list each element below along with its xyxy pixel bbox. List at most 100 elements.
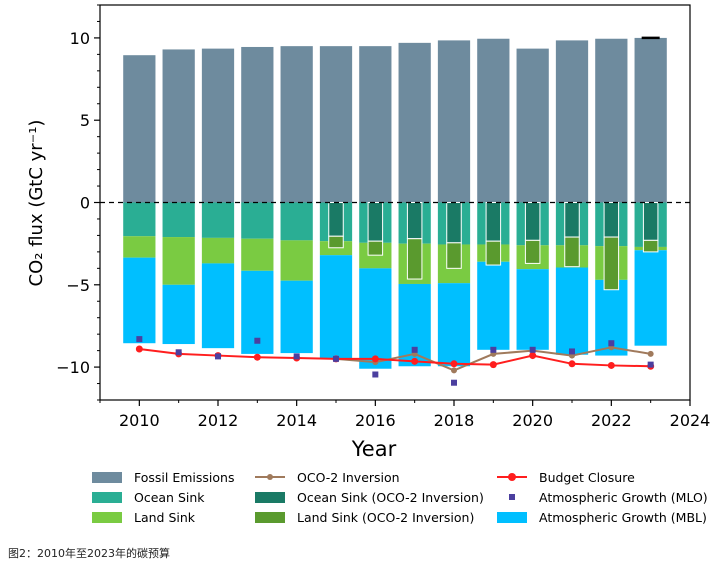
bar-fossil-2017: [398, 42, 431, 203]
point-budget-2020: [529, 352, 537, 360]
bar-mbl-2014: [280, 280, 313, 354]
bar-fossil-2023: [634, 37, 667, 203]
legend-swatch-ocean: [92, 491, 122, 503]
bar-ocean-oco2-2017: [406, 202, 423, 240]
point-mlo-2014: [293, 353, 300, 360]
legend-swatch-land: [92, 511, 122, 523]
legend-label: Land Sink (OCO-2 Inversion): [297, 509, 475, 525]
point-budget-2013: [253, 353, 261, 361]
x-tick-label: 2016: [355, 411, 396, 430]
bar-ocean-oco2-2023: [642, 202, 659, 241]
bar-fossil-2015: [319, 46, 353, 203]
point-budget-2021: [568, 360, 576, 368]
point-mlo-2011: [175, 349, 182, 356]
point-mlo-2019: [490, 346, 497, 353]
point-budget-2019: [489, 361, 497, 369]
bar-land-2010: [123, 236, 156, 258]
legend-label: OCO-2 Inversion: [297, 469, 400, 485]
point-budget-2022: [607, 361, 615, 369]
bar-land-oco2-2023: [642, 239, 659, 253]
bar-ocean-oco2-2020: [524, 202, 541, 241]
point-mlo-2017: [411, 346, 418, 353]
bar-mbl-2012: [201, 263, 235, 349]
bar-mbl-2018: [437, 283, 471, 367]
bar-ocean-oco2-2016: [367, 202, 384, 242]
point-budget-2017: [411, 357, 419, 365]
bar-mbl-2016: [359, 268, 392, 369]
point-budget-2016: [371, 355, 379, 363]
bar-ocean-2010: [123, 202, 156, 237]
point-mlo-2016: [372, 371, 379, 378]
figure-caption: 图2：2010年至2023年的碳预算: [8, 547, 170, 560]
y-tick-label: −5: [66, 276, 90, 295]
point-mlo-2020: [529, 346, 536, 353]
legend-item-land-oco2: Land Sink (OCO-2 Inversion): [255, 508, 474, 526]
bar-ocean-oco2-2021: [564, 202, 580, 238]
legend-label: Land Sink: [134, 509, 196, 525]
legend-swatch-mbl: [497, 511, 527, 523]
bar-fossil-2010: [123, 55, 156, 203]
bar-mbl-2023: [634, 250, 667, 346]
bar-fossil-2021: [555, 40, 589, 203]
legend-item-budget: Budget Closure: [497, 468, 635, 486]
bar-fossil-2011: [162, 49, 195, 203]
bar-fossil-2014: [280, 46, 313, 203]
legend-item-mbl: Atmospheric Growth (MBL): [497, 508, 707, 526]
x-tick-label: 2012: [198, 411, 239, 430]
bar-ocean-2013: [241, 202, 274, 239]
legend-swatch-mlo: [497, 490, 527, 504]
bar-mbl-2011: [162, 284, 195, 345]
legend-item-mlo: Atmospheric Growth (MLO): [497, 488, 708, 506]
legend: Fossil Emissions Ocean Sink Land Sink OC…: [0, 468, 719, 528]
legend-swatch-ocean-oco2: [255, 491, 285, 503]
x-tick-label: 2022: [591, 411, 632, 430]
point-oco2-2023: [647, 350, 654, 357]
bar-mbl-2019: [477, 261, 510, 350]
bar-land-oco2-2022: [603, 236, 620, 291]
bar-land-oco2-2016: [367, 240, 384, 256]
y-tick-label: 0: [80, 194, 90, 213]
bar-land-oco2-2015: [328, 235, 344, 249]
x-axis-label: Year: [351, 437, 397, 461]
x-tick-label: 2024: [670, 411, 711, 430]
legend-swatch-oco2: [255, 470, 285, 484]
bar-land-oco2-2020: [524, 239, 541, 264]
point-oco2-2018: [451, 367, 457, 374]
bar-fossil-2020: [516, 48, 549, 203]
bar-ocean-2011: [162, 202, 195, 238]
x-tick-label: 2010: [119, 411, 160, 430]
legend-label: Ocean Sink: [134, 489, 205, 505]
legend-swatch-budget: [497, 470, 527, 484]
point-mlo-2022: [608, 340, 615, 347]
bar-ocean-2014: [280, 202, 313, 241]
axes: 10 5 0 −5 −10 2010 2012 2014 2016 2018 2020 2022 202…: [56, 4, 711, 430]
legend-item-ocean: Ocean Sink: [92, 488, 205, 506]
bar-land-2014: [280, 240, 313, 281]
legend-swatch-fossil: [92, 471, 122, 483]
x-tick-label: 2014: [276, 411, 317, 430]
bar-mbl-2010: [123, 257, 156, 344]
bar-land-2012: [201, 237, 235, 264]
bar-land-oco2-2019: [485, 240, 502, 266]
chart: 10 5 0 −5 −10 2010 2012 2014 2016 2018 2020 2022 202…: [26, 4, 711, 461]
bar-fossil-2013: [241, 46, 274, 203]
legend-label: Ocean Sink (OCO-2 Inversion): [297, 489, 484, 505]
point-mlo-2023: [647, 361, 654, 368]
point-budget-2018: [450, 360, 458, 368]
legend-item-oco2: OCO-2 Inversion: [255, 468, 400, 486]
point-mlo-2018: [451, 379, 457, 386]
legend-item-ocean-oco2: Ocean Sink (OCO-2 Inversion): [255, 488, 484, 506]
bar-land-2011: [162, 237, 195, 285]
point-mlo-2010: [136, 336, 143, 343]
bar-ocean-oco2-2015: [328, 202, 344, 237]
legend-label: Atmospheric Growth (MBL): [539, 509, 707, 525]
legend-swatch-land-oco2: [255, 511, 285, 523]
y-tick-label: 5: [80, 111, 90, 130]
bar-ocean-2012: [201, 202, 235, 238]
x-tick-label: 2020: [512, 411, 553, 430]
point-mlo-2021: [569, 348, 575, 355]
point-mlo-2015: [333, 355, 339, 362]
bar-fossil-2016: [359, 46, 392, 203]
bar-land-oco2-2018: [446, 242, 462, 269]
bar-ocean-oco2-2019: [485, 202, 502, 242]
